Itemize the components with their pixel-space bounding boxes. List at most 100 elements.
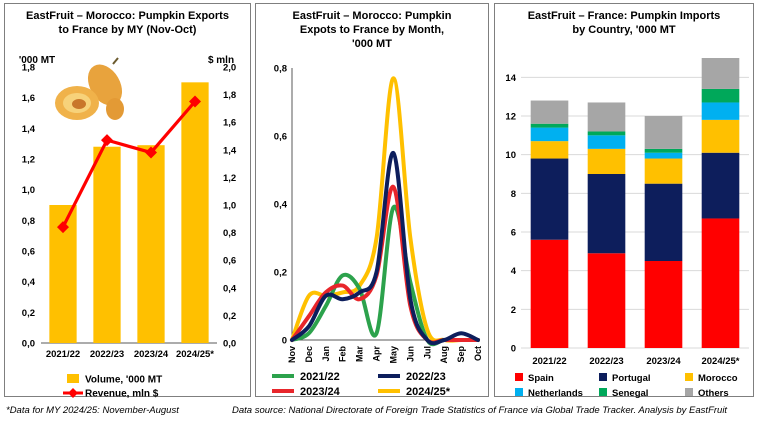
panel-morocco-exports-by-month: EastFruit – Morocco: Pumpkin Expots to F… bbox=[255, 3, 489, 398]
month-label: May bbox=[388, 346, 398, 364]
month-label: Dec bbox=[304, 346, 314, 363]
left-tick-label: 0,4 bbox=[22, 277, 36, 288]
legend-swatch-senegal bbox=[599, 388, 607, 396]
right-tick-label: 0,6 bbox=[223, 256, 236, 267]
chart-title-imports-by-country: EastFruit – France: Pumpkin Imports by C… bbox=[495, 9, 753, 37]
stack-segment-spain bbox=[530, 239, 569, 348]
legend-swatch-morocco bbox=[685, 373, 693, 381]
month-label: Jun bbox=[405, 346, 415, 362]
y-tick-label: 10 bbox=[505, 150, 516, 161]
left-tick-label: 0,2 bbox=[22, 308, 35, 319]
month-label: Jan bbox=[321, 346, 331, 362]
month-label: Sep bbox=[456, 346, 466, 363]
legend-label-revenue: Revenue, mln $ bbox=[85, 389, 159, 399]
stack-segment-netherlands bbox=[701, 102, 740, 120]
stack-segment-spain bbox=[644, 261, 683, 348]
y-tick-label: 4 bbox=[511, 266, 517, 277]
stack-segment-senegal bbox=[530, 123, 569, 128]
stack-segment-spain bbox=[701, 218, 740, 348]
left-axis-unit: '000 MT bbox=[19, 55, 55, 66]
left-tick-label: 0,0 bbox=[22, 339, 35, 350]
left-tick-label: 1,8 bbox=[22, 63, 35, 74]
stack-segment-morocco bbox=[701, 119, 740, 153]
y-tick-label: 8 bbox=[511, 189, 516, 200]
stack-segment-senegal bbox=[701, 88, 740, 103]
legend-marker-revenue bbox=[68, 388, 78, 398]
y-tick-label: 0,8 bbox=[274, 64, 287, 75]
pumpkin-slice bbox=[106, 98, 124, 120]
stack-segment-portugal bbox=[701, 152, 740, 219]
stack-segment-spain bbox=[587, 253, 626, 348]
y-tick-label: 2 bbox=[511, 305, 516, 316]
revenue-point bbox=[101, 134, 113, 147]
left-tick-label: 1,4 bbox=[22, 124, 36, 135]
chart-title-line: Expots to France by Month, bbox=[299, 24, 445, 36]
left-tick-label: 0,8 bbox=[22, 216, 35, 227]
y-tick-label: 12 bbox=[505, 112, 516, 123]
y-tick-label: 0 bbox=[511, 344, 516, 355]
chart-title-line: by Country, '000 MT bbox=[572, 24, 676, 36]
revenue-point bbox=[189, 95, 201, 108]
right-axis-unit: $ mln bbox=[208, 55, 234, 66]
left-tick-label: 1,6 bbox=[22, 93, 35, 104]
legend-label-morocco: Morocco bbox=[698, 373, 738, 384]
month-label: Apr bbox=[372, 346, 382, 362]
revenue-point bbox=[145, 146, 157, 159]
data-source: Data source: National Directorate of For… bbox=[232, 405, 728, 416]
stack-segment-portugal bbox=[530, 158, 569, 240]
right-tick-label: 0,4 bbox=[223, 283, 237, 294]
y-tick-label: 14 bbox=[505, 73, 516, 84]
legend-label-others: Others bbox=[698, 388, 729, 398]
chart-title-line: EastFruit – France: Pumpkin Imports bbox=[527, 10, 721, 22]
category-label: 2021/22 bbox=[46, 349, 80, 360]
chart-exports-by-month: 0 0,2 0,4 0,6 0,8 Nov Dec Jan Feb Mar Apr May Jun Jul… bbox=[272, 64, 483, 398]
panel-morocco-exports-by-my: EastFruit – Morocco: Pumpkin Exports to … bbox=[4, 3, 251, 399]
stack-segment-portugal bbox=[587, 174, 626, 254]
stack-segment-others bbox=[701, 58, 740, 89]
legend-label-s2425: 2024/25* bbox=[406, 386, 451, 398]
month-label: Feb bbox=[338, 346, 348, 363]
chart-title-line: EastFruit – Morocco: Pumpkin bbox=[292, 10, 452, 22]
category-label: 2023/24 bbox=[646, 356, 681, 367]
panel-france-imports-by-country: EastFruit – France: Pumpkin Imports by C… bbox=[494, 3, 754, 398]
left-tick-label: 1,2 bbox=[22, 155, 35, 166]
chart-imports-by-country: 0 2 4 6 8 10 12 14 2021/22 2022/23 2023/24 2024/25*… bbox=[505, 58, 749, 398]
volume-bar bbox=[137, 145, 165, 343]
legend-swatch-spain bbox=[515, 373, 523, 381]
category-label: 2022/23 bbox=[589, 356, 623, 367]
right-tick-label: 1,0 bbox=[223, 201, 236, 212]
category-label: 2023/24 bbox=[134, 349, 169, 360]
right-tick-label: 0,0 bbox=[223, 339, 236, 350]
stack-segment-morocco bbox=[530, 141, 569, 159]
legend-label-netherlands: Netherlands bbox=[528, 388, 583, 398]
legend-swatch-others bbox=[685, 388, 693, 396]
y-tick-label: 0,4 bbox=[274, 200, 288, 211]
right-tick-label: 0,8 bbox=[223, 228, 236, 239]
category-label: 2024/25* bbox=[176, 349, 214, 360]
right-tick-label: 1,4 bbox=[223, 145, 237, 156]
legend-label-s2223: 2022/23 bbox=[406, 371, 446, 383]
left-tick-label: 1,0 bbox=[22, 185, 35, 196]
right-tick-label: 1,8 bbox=[223, 90, 236, 101]
chart-exports-by-my: '000 MT $ mln 0,0 0,2 0,4 0,6 0,8 1,0 1,2 1,4 1,6 1… bbox=[19, 55, 237, 399]
chart-title-line: to France by MY (Nov-Oct) bbox=[58, 24, 197, 36]
stack-segment-others bbox=[530, 100, 569, 124]
stack-segment-others bbox=[587, 102, 626, 132]
left-tick-label: 0,6 bbox=[22, 247, 35, 258]
chart-title-exports-by-month: EastFruit – Morocco: Pumpkin Expots to F… bbox=[256, 9, 488, 51]
right-tick-label: 2,0 bbox=[223, 63, 236, 74]
category-label: 2024/25* bbox=[701, 356, 739, 367]
legend-swatch-volume bbox=[67, 374, 79, 383]
pumpkin-seeds bbox=[72, 99, 86, 109]
legend-label-spain: Spain bbox=[528, 373, 554, 384]
stack-segment-netherlands bbox=[587, 135, 626, 149]
month-label: Oct bbox=[473, 346, 483, 361]
y-tick-label: 6 bbox=[511, 228, 516, 239]
legend-swatch-netherlands bbox=[515, 388, 523, 396]
stack-segment-portugal bbox=[644, 183, 683, 261]
pumpkin-stem bbox=[112, 57, 119, 65]
stack-segment-senegal bbox=[644, 148, 683, 153]
legend-label-s2324: 2023/24 bbox=[300, 386, 341, 398]
right-tick-label: 1,6 bbox=[223, 118, 236, 129]
chart-title-line: EastFruit – Morocco: Pumpkin Exports bbox=[26, 10, 229, 22]
